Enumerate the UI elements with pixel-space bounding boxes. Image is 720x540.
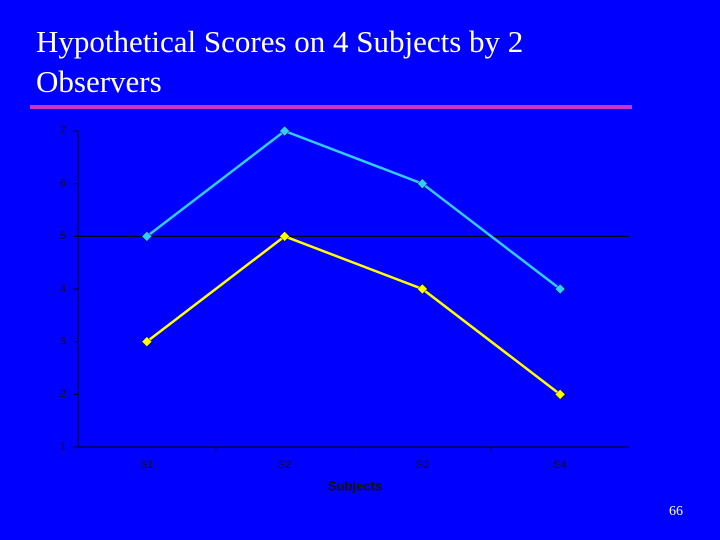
x-tick-label: S3 — [416, 459, 429, 471]
series-line — [146, 234, 561, 396]
marker — [554, 283, 566, 295]
y-tick-label: 2 — [60, 388, 66, 400]
marker — [554, 388, 566, 400]
x-tick-label: S2 — [278, 459, 291, 471]
y-tick-label: 7 — [60, 125, 66, 137]
title-box: Hypothetical Scores on 4 Subjects by 2 O… — [36, 24, 524, 99]
y-tick-label: 4 — [60, 283, 66, 295]
marker — [279, 230, 290, 242]
y-tick-label: 3 — [60, 336, 66, 348]
x-axis-label: Subjects — [328, 478, 382, 493]
y-tick-label: 5 — [60, 230, 66, 242]
y-tick-label: 1 — [60, 441, 66, 453]
series-line — [146, 129, 561, 290]
y-tick-label: 6 — [60, 178, 66, 190]
marker — [417, 283, 428, 295]
marker — [141, 336, 153, 348]
x-tick-label: S1 — [140, 459, 153, 471]
page-number: 66 — [669, 504, 683, 519]
marker — [417, 178, 428, 190]
chart-title: Hypothetical Scores on 4 Subjects by 2 O… — [36, 24, 524, 99]
marker — [279, 125, 290, 137]
marker — [141, 230, 153, 242]
x-tick-label: S4 — [553, 459, 566, 471]
